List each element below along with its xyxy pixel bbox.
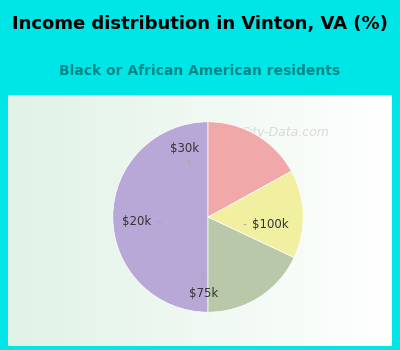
Text: Income distribution in Vinton, VA (%): Income distribution in Vinton, VA (%) xyxy=(12,15,388,34)
Wedge shape xyxy=(208,122,292,217)
Wedge shape xyxy=(208,217,294,312)
Text: $20k: $20k xyxy=(122,215,162,228)
Text: Black or African American residents: Black or African American residents xyxy=(60,64,340,78)
Wedge shape xyxy=(208,171,303,258)
Wedge shape xyxy=(113,122,208,312)
Text: $100k: $100k xyxy=(244,218,288,231)
Text: $75k: $75k xyxy=(189,272,218,300)
Text: City-Data.com: City-Data.com xyxy=(240,126,329,139)
Text: $30k: $30k xyxy=(170,142,199,165)
